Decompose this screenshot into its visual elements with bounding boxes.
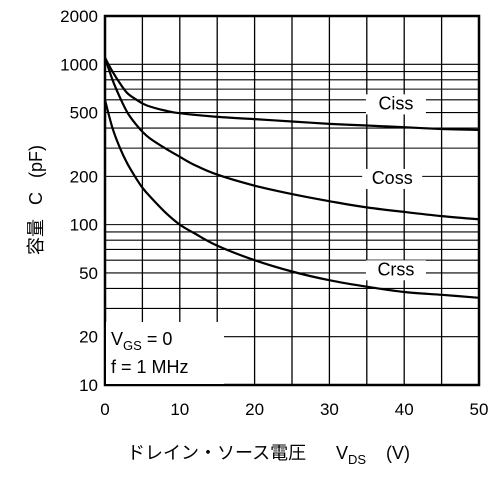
series-label-bg-ciss — [365, 94, 426, 115]
label-layer: Ciss Coss Crss — [362, 93, 426, 281]
y-tick-label: 10 — [79, 376, 98, 395]
series-label-bg-crss — [365, 260, 426, 281]
series-label-bg-coss — [362, 168, 423, 189]
x-tick-label: 0 — [100, 400, 109, 419]
x-axis-title-var: V — [336, 443, 348, 463]
x-tick-label: 10 — [170, 400, 189, 419]
x-axis-title-main: ドレイン・ソース電圧 — [127, 443, 306, 463]
plot-frame — [103, 14, 481, 387]
y-tick-label: 100 — [70, 216, 98, 235]
vgs-annotation: VGS = 0 — [111, 329, 172, 353]
y-axis-title: 容量 C (pF) — [26, 145, 46, 255]
series-label-crss: Crss — [377, 259, 414, 279]
x-axis-title-unit: (V) — [386, 443, 410, 463]
series-line-crss — [103, 99, 480, 299]
x-axis-title-sub: DS — [348, 452, 366, 467]
x-tick-label: 40 — [395, 400, 414, 419]
y-tick-label: 50 — [79, 264, 98, 283]
y-axis-title-unit: (pF) — [26, 145, 46, 178]
annotation-box — [106, 322, 224, 384]
x-tick-label: 20 — [245, 400, 264, 419]
series-label-ciss: Ciss — [378, 93, 413, 113]
freq-annotation: f = 1 MHz — [111, 357, 189, 377]
y-tick-label: 200 — [70, 167, 98, 186]
y-tick-label: 500 — [70, 104, 98, 123]
x-axis-title: ドレイン・ソース電圧 VDS (V) — [127, 443, 410, 467]
y-axis-title-var: C — [26, 192, 46, 205]
x-tick-label: 50 — [470, 400, 489, 419]
series-layer — [103, 57, 480, 299]
vgs-sub: GS — [123, 338, 142, 353]
y-tick-label: 20 — [79, 328, 98, 347]
y-axis-title-main: 容量 — [26, 219, 46, 255]
y-tick-label: 1000 — [60, 55, 98, 74]
vgs-rest: = 0 — [142, 329, 173, 349]
series-line-ciss — [104, 57, 480, 131]
series-line-coss — [103, 57, 480, 221]
vgs-var: V — [111, 329, 123, 349]
y-tick-label: 2000 — [60, 7, 98, 26]
x-tick-label: 30 — [320, 400, 339, 419]
series-label-coss: Coss — [372, 168, 413, 188]
